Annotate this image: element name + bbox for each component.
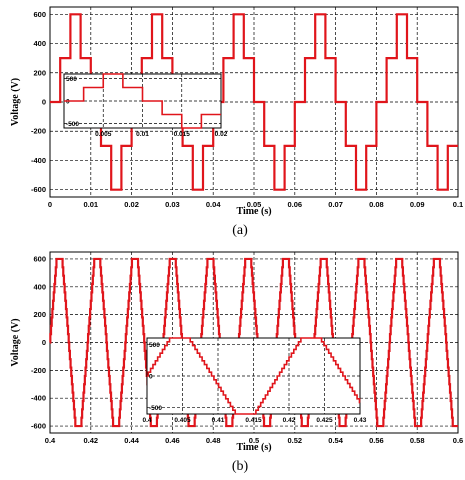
chart-a: 0 0.01 0.02 0.03 0.04 0.05 0.06 0.07 0.08 0.09 0.1… [10,6,463,238]
inset-y-tick-label: 500 [66,76,77,83]
inset-y-tick-label: 0 [149,374,153,381]
x-tick-label: 0.52 [287,436,302,445]
x-tick-label: 0.46 [165,436,180,445]
inset-x-tick-label: 0.405 [174,417,191,424]
inset-y-tick-label: -500 [66,121,79,128]
x-tick-label: 0.08 [369,200,384,209]
x-tick-label: 0.58 [410,436,425,445]
y-tick-label: -400 [31,156,46,165]
inset-a: 0.005 0.01 0.015 0.02 -500 0 500 [63,73,228,138]
series-line [50,13,458,191]
x-tick-label: 0.1 [453,200,463,209]
inset-y-tick-label: -500 [149,405,162,412]
inset-x-tick-label: 0.41 [212,417,225,424]
inset-x-tick-label: 0.425 [316,417,333,424]
y-axis-label: Voltage (V) [10,78,21,126]
figure-caption: (b) [232,459,249,474]
y-tick-label: 0 [42,338,46,347]
y-tick-label: -600 [31,185,46,194]
y-tick-label: 200 [33,68,46,77]
inset-x-tick-label: 0.02 [215,131,228,138]
y-tick-label: -400 [31,394,46,403]
inset-series-line [147,337,361,415]
x-axis-label: Time (s) [236,442,271,453]
chart-b: 0.4 0.42 0.44 0.46 0.48 0.5 0.52 0.54 0.56 0.58 0.… [10,251,463,474]
y-tick-label: 200 [33,310,46,319]
x-tick-label: 0.6 [453,436,463,445]
y-tick-label: 0 [42,98,46,107]
x-tick-label: 0.4 [45,436,56,445]
y-tick-label: 400 [33,282,46,291]
inset-x-tick-label: 0.01 [136,131,149,138]
y-tick-label: 600 [33,10,46,19]
y-tick-label: -200 [31,127,46,136]
x-tick-label: 0.44 [124,436,139,445]
x-tick-label: 0.04 [206,200,221,209]
y-tick-label: -200 [31,366,46,375]
x-tick-label: 0.5 [249,436,259,445]
x-tick-label: 0.02 [124,200,139,209]
inset-x-tick-label: 0.005 [95,131,112,138]
y-tick-label: 600 [33,254,46,263]
inset-x-tick-label: 0.015 [174,131,191,138]
series-line [49,257,458,428]
inset-y-tick-label: 500 [149,342,160,349]
y-tick-label: -600 [31,422,46,431]
inset-x-tick-label: 0.415 [245,417,262,424]
y-tick-label: 400 [33,39,46,48]
x-tick-label: 0.01 [83,200,98,209]
inset-x-tick-label: 0.43 [354,417,367,424]
x-axis-label: Time (s) [236,206,271,217]
y-axis-label: Voltage (V) [10,318,21,366]
inset-y-tick-label: 0 [66,99,70,106]
x-tick-label: 0.54 [328,436,343,445]
x-tick-label: 0.42 [83,436,98,445]
x-tick-label: 0.06 [287,200,302,209]
x-tick-label: 0.48 [206,436,221,445]
x-tick-label: 0.07 [328,200,343,209]
inset-x-tick-label: 0.4 [142,417,151,424]
x-tick-label: 0.03 [165,200,180,209]
figure-caption: (a) [232,223,248,238]
x-tick-label: 0.56 [369,436,384,445]
inset-series-line [64,73,221,129]
x-tick-label: 0.09 [410,200,425,209]
inset-b: 0.4 0.405 0.41 0.415 0.42 0.425 0.43 -500 0 500 [142,337,367,424]
inset-x-tick-label: 0.42 [283,417,296,424]
x-tick-label: 0 [48,200,52,209]
x-tick-label: 0.05 [247,200,262,209]
